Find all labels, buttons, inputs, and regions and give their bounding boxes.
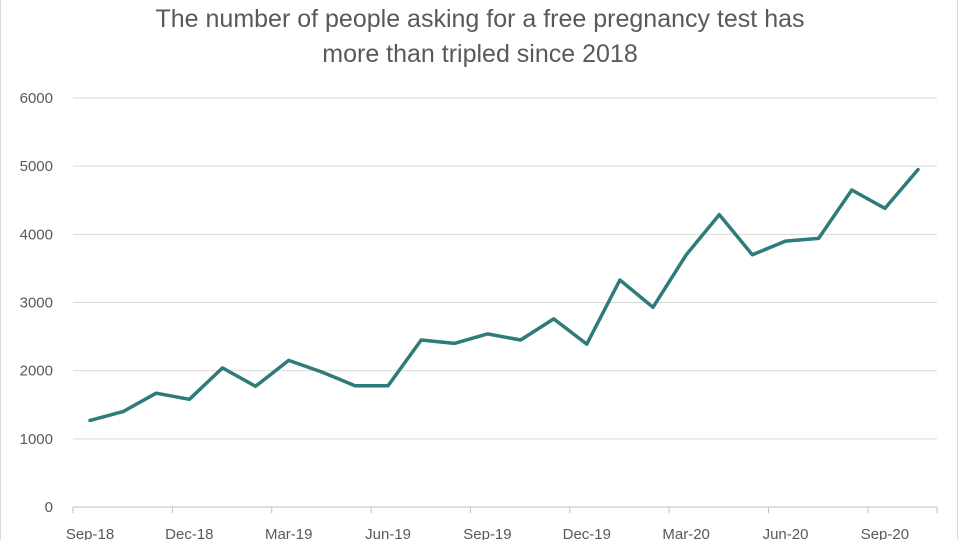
data-point [685, 253, 688, 256]
data-point [552, 317, 555, 320]
x-tick-label: Dec-19 [563, 526, 611, 540]
data-point [420, 338, 423, 341]
x-tick-label: Mar-20 [662, 526, 710, 540]
data-point [850, 189, 853, 192]
y-tick-label: 1000 [20, 431, 53, 448]
data-point [122, 410, 125, 413]
data-point [618, 279, 621, 282]
data-point [353, 384, 356, 387]
data-point [89, 419, 92, 422]
x-tick-label: Mar-19 [265, 526, 313, 540]
x-tick-label: Dec-18 [165, 526, 213, 540]
y-tick-label: 3000 [20, 295, 53, 312]
y-tick-label: 5000 [20, 158, 53, 175]
x-tick-label: Sep-20 [861, 526, 909, 540]
data-point [519, 338, 522, 341]
y-tick-label: 2000 [20, 363, 53, 380]
data-point [817, 237, 820, 240]
data-point [320, 371, 323, 374]
chart-title: The number of people asking for a free p… [0, 2, 960, 72]
data-point [718, 213, 721, 216]
data-point [883, 207, 886, 210]
data-point [155, 392, 158, 395]
data-point [254, 385, 257, 388]
data-point [287, 359, 290, 362]
x-tick-label: Sep-18 [66, 526, 114, 540]
series-line [88, 167, 920, 423]
data-point [188, 398, 191, 401]
y-tick-label: 0 [45, 499, 53, 516]
x-tick-label: Jun-20 [763, 526, 809, 540]
data-point [453, 342, 456, 345]
data-point [221, 366, 224, 369]
data-point [917, 168, 920, 171]
data-point [652, 306, 655, 309]
chart-title-line-1: The number of people asking for a free p… [155, 5, 805, 33]
x-tick-label: Sep-19 [463, 526, 511, 540]
data-point [585, 343, 588, 346]
data-point [486, 332, 489, 335]
y-tick-label: 6000 [20, 90, 53, 107]
data-point [784, 240, 787, 243]
data-point [751, 253, 754, 256]
chart-title-line-2: more than tripled since 2018 [322, 40, 638, 68]
y-tick-label: 4000 [20, 226, 53, 243]
x-tick-label: Jun-19 [365, 526, 411, 540]
data-point [387, 384, 390, 387]
